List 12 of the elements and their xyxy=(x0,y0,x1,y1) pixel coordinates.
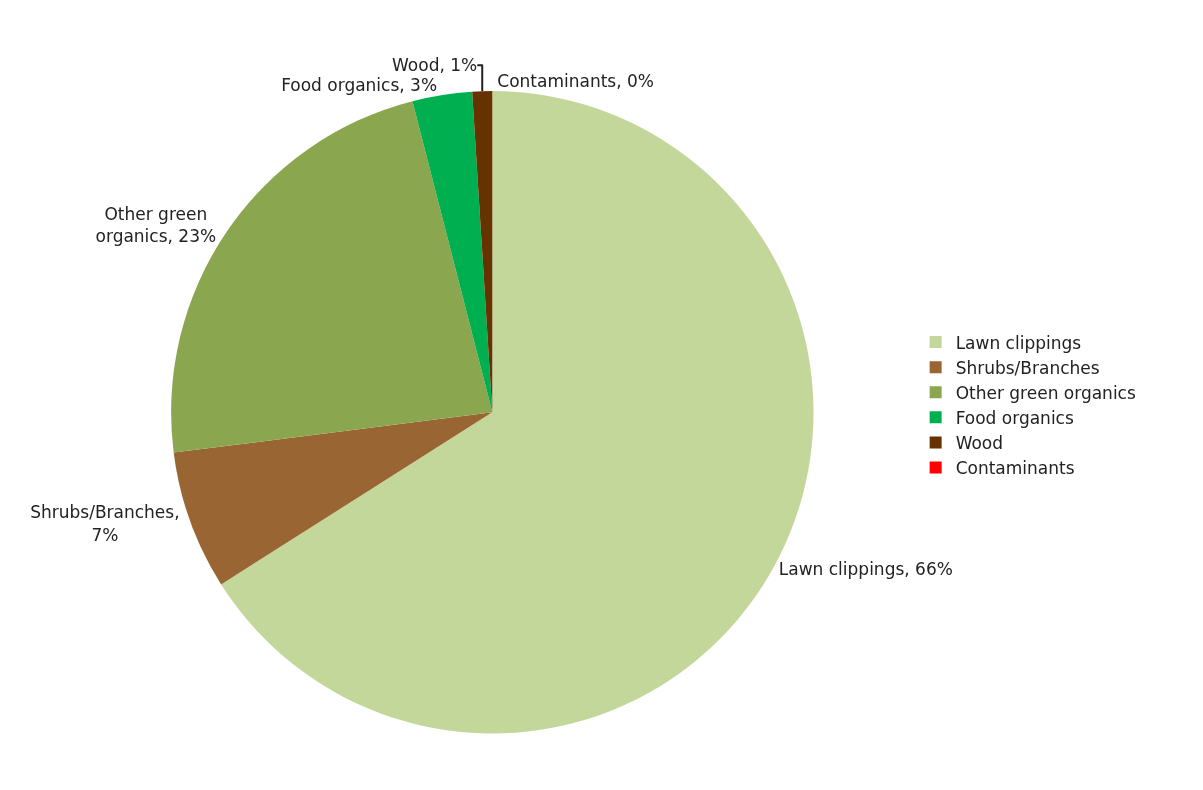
data-label: Lawn clippings, 66% xyxy=(778,559,953,580)
data-label: Other green organics, 23% xyxy=(95,204,217,247)
legend-label: Lawn clippings xyxy=(955,332,1082,353)
data-label: Wood, 1% xyxy=(392,55,478,76)
legend-label: Food organics xyxy=(955,407,1074,428)
data-label: Food organics, 3% xyxy=(281,75,438,96)
legend-label: Wood xyxy=(955,433,1004,454)
legend-label: Other green organics xyxy=(955,382,1136,403)
data-label: Shrubs/Branches, 7% xyxy=(30,502,180,545)
legend-label: Contaminants xyxy=(955,458,1075,479)
text: Contaminants, 0% xyxy=(497,71,655,92)
legend-label: Shrubs/Branches xyxy=(955,357,1100,378)
